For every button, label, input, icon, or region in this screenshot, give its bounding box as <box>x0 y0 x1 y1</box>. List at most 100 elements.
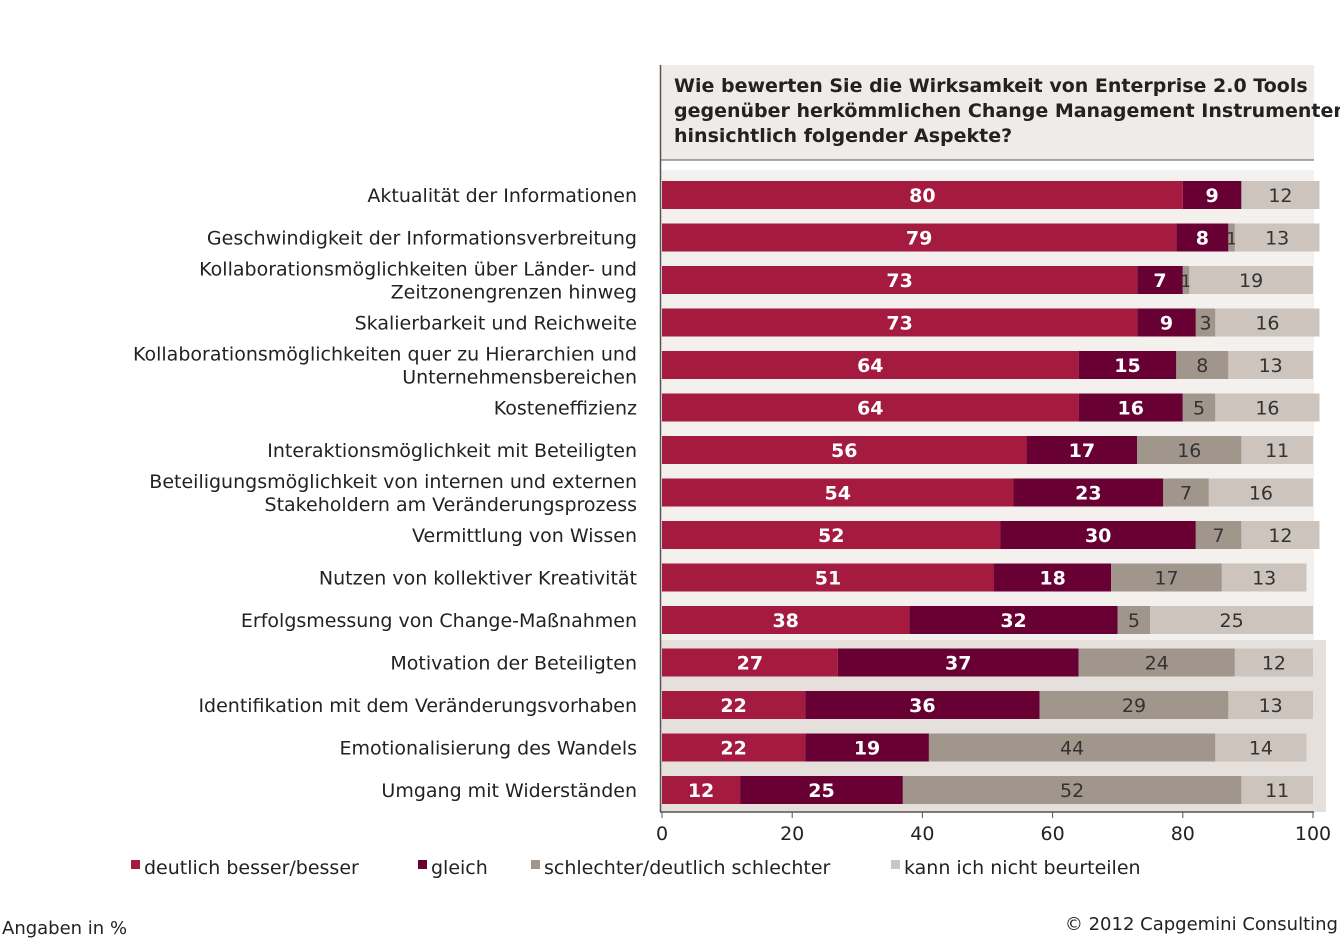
bar-segment <box>994 563 1112 592</box>
data-label: 16 <box>1249 483 1273 505</box>
data-label: 15 <box>1114 355 1140 377</box>
bar-segment <box>1000 521 1196 549</box>
bar-segment <box>909 606 1118 634</box>
data-label: 24 <box>1145 653 1169 675</box>
data-label: 37 <box>945 653 971 675</box>
x-tick-label: 0 <box>656 823 668 845</box>
data-label: 3 <box>1200 313 1212 335</box>
category-label: Stakeholdern am Veränderungsprozess <box>265 494 637 516</box>
bar-segment <box>1241 436 1313 464</box>
bar-segment <box>662 776 741 804</box>
data-label: 5 <box>1128 610 1140 632</box>
data-label: 52 <box>818 525 844 547</box>
data-label: 52 <box>1060 780 1084 802</box>
bar-segment <box>662 308 1138 337</box>
category-label: Unternehmensbereichen <box>402 367 637 389</box>
legend-label: schlechter/deutlich schlechter <box>544 857 831 879</box>
bar-segment <box>1078 351 1177 379</box>
bar-segment <box>662 393 1079 422</box>
category-label: Kosteneffizienz <box>494 398 637 420</box>
legend-label: deutlich besser/besser <box>144 857 359 879</box>
bar-segment <box>837 648 1079 677</box>
bar-segment <box>662 478 1014 507</box>
bar-segment <box>1137 266 1183 294</box>
category-label: Identifikation mit dem Veränderungsvorha… <box>198 695 637 717</box>
data-label: 17 <box>1154 568 1178 590</box>
legend-label: gleich <box>431 857 488 879</box>
bar-segment <box>1013 478 1164 507</box>
bar-segment <box>1189 266 1313 294</box>
bar-segment <box>1182 181 1242 209</box>
data-label: 1 <box>1181 272 1192 292</box>
data-label: 13 <box>1265 228 1289 250</box>
data-label: 18 <box>1039 568 1065 590</box>
data-label: 1 <box>1226 230 1237 250</box>
data-label: 16 <box>1255 398 1279 420</box>
bar-segment <box>1228 351 1313 379</box>
data-label: 16 <box>1255 313 1279 335</box>
category-label: Kollaborationsmöglichkeiten über Länder-… <box>199 259 637 281</box>
x-tick-label: 80 <box>1171 823 1195 845</box>
data-label: 73 <box>886 313 912 335</box>
bar-segment <box>1195 308 1216 337</box>
data-label: 12 <box>1268 525 1292 547</box>
x-tick-label: 100 <box>1295 823 1331 845</box>
bar-segment <box>1234 223 1320 252</box>
data-label: 51 <box>815 568 841 590</box>
data-label: 25 <box>808 780 834 802</box>
x-tick-label: 60 <box>1041 823 1065 845</box>
data-label: 7 <box>1153 270 1166 292</box>
legend-swatch <box>418 860 427 869</box>
bar-segment <box>1026 436 1138 464</box>
data-label: 25 <box>1220 610 1244 632</box>
data-label: 80 <box>909 185 935 207</box>
bar-segment <box>662 691 806 719</box>
category-label: Vermittlung von Wissen <box>412 525 637 547</box>
data-label: 17 <box>1069 440 1095 462</box>
bar-segment <box>1078 648 1235 677</box>
legend-swatch <box>131 860 140 869</box>
category-label: Erfolgsmessung von Change-Maßnahmen <box>241 610 637 632</box>
category-label: Beteiligungsmöglichkeit von internen und… <box>149 471 637 493</box>
data-label: 29 <box>1122 695 1146 717</box>
bar-segment <box>662 436 1027 464</box>
data-label: 9 <box>1205 185 1218 207</box>
category-label: Skalierbarkeit und Reichweite <box>355 313 637 335</box>
bar-segment <box>1215 393 1320 422</box>
category-label: Motivation der Beteiligten <box>390 653 637 675</box>
data-label: 9 <box>1160 313 1173 335</box>
bar-segment <box>1228 223 1235 252</box>
chart-title-line: Wie bewerten Sie die Wirksamkeit von Ent… <box>674 75 1308 97</box>
category-label: Nutzen von kollektiver Kreativität <box>319 568 637 590</box>
data-label: 19 <box>854 738 880 760</box>
data-label: 23 <box>1075 483 1101 505</box>
data-label: 32 <box>1000 610 1026 632</box>
category-label: Kollaborationsmöglichkeiten quer zu Hier… <box>133 344 637 366</box>
data-label: 8 <box>1196 228 1209 250</box>
legend-label: kann ich nicht beurteilen <box>904 857 1141 879</box>
data-label: 16 <box>1117 398 1143 420</box>
bar-segment <box>805 733 929 762</box>
bar-segment <box>805 691 1040 719</box>
bar-segment <box>1215 308 1320 337</box>
bar-segment <box>662 606 910 634</box>
bar-segment <box>1176 351 1229 379</box>
bar-segment <box>740 776 903 804</box>
data-label: 19 <box>1239 270 1263 292</box>
bar-segment <box>1241 181 1320 209</box>
data-label: 64 <box>857 355 883 377</box>
bar-segment <box>928 733 1216 762</box>
bar-segment <box>1163 478 1209 507</box>
category-label: Interaktionsmöglichkeit mit Beteiligten <box>267 440 637 462</box>
bar-segment <box>662 266 1138 294</box>
unit-note: Angaben in % <box>2 918 128 939</box>
bar-segment <box>1137 436 1242 464</box>
bar-segment <box>662 521 1001 549</box>
bar-segment <box>1208 478 1313 507</box>
bar-segment <box>1176 223 1229 252</box>
legend-swatch <box>531 860 540 869</box>
bar-segment <box>902 776 1242 804</box>
data-label: 11 <box>1265 780 1289 802</box>
bar-segment <box>1137 308 1196 337</box>
